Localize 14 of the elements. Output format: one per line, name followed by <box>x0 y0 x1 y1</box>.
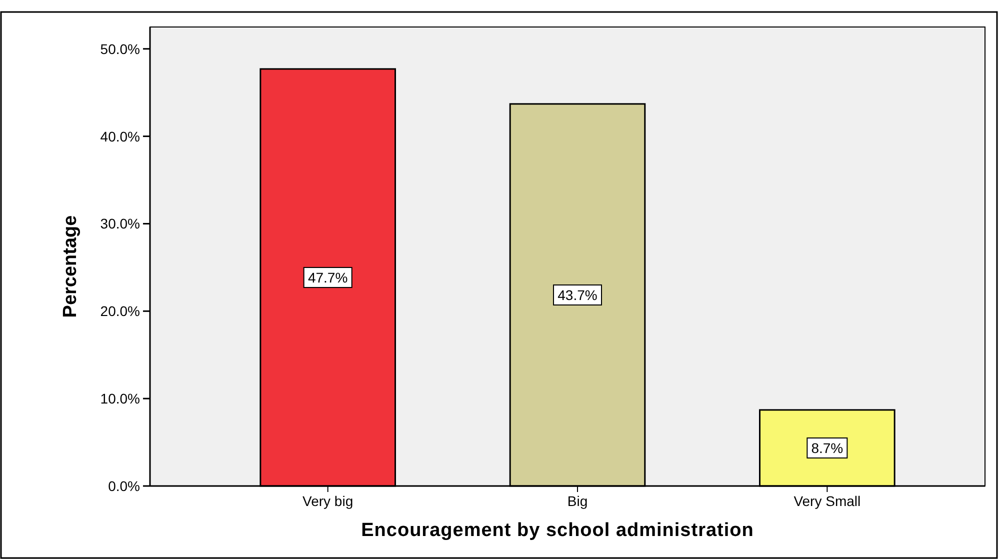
data-label: 47.7% <box>308 269 348 286</box>
x-tick-label: Very Small <box>794 493 861 509</box>
y-tick-label: 50.0% <box>100 40 140 57</box>
y-tick-label: 10.0% <box>100 390 140 407</box>
y-tick-label: 40.0% <box>100 128 140 144</box>
x-tick-label: Big <box>567 493 588 509</box>
y-axis-title: Percentage <box>60 215 81 318</box>
data-label: 8.7% <box>811 440 844 456</box>
x-axis-title: Encouragement by school administration <box>361 520 754 541</box>
y-tick-label: 30.0% <box>100 216 140 232</box>
data-label: 43.7% <box>558 286 598 303</box>
y-tick-label: 20.0% <box>100 303 140 320</box>
x-tick-label: Very big <box>302 493 354 509</box>
y-tick-label: 0.0% <box>108 478 140 494</box>
